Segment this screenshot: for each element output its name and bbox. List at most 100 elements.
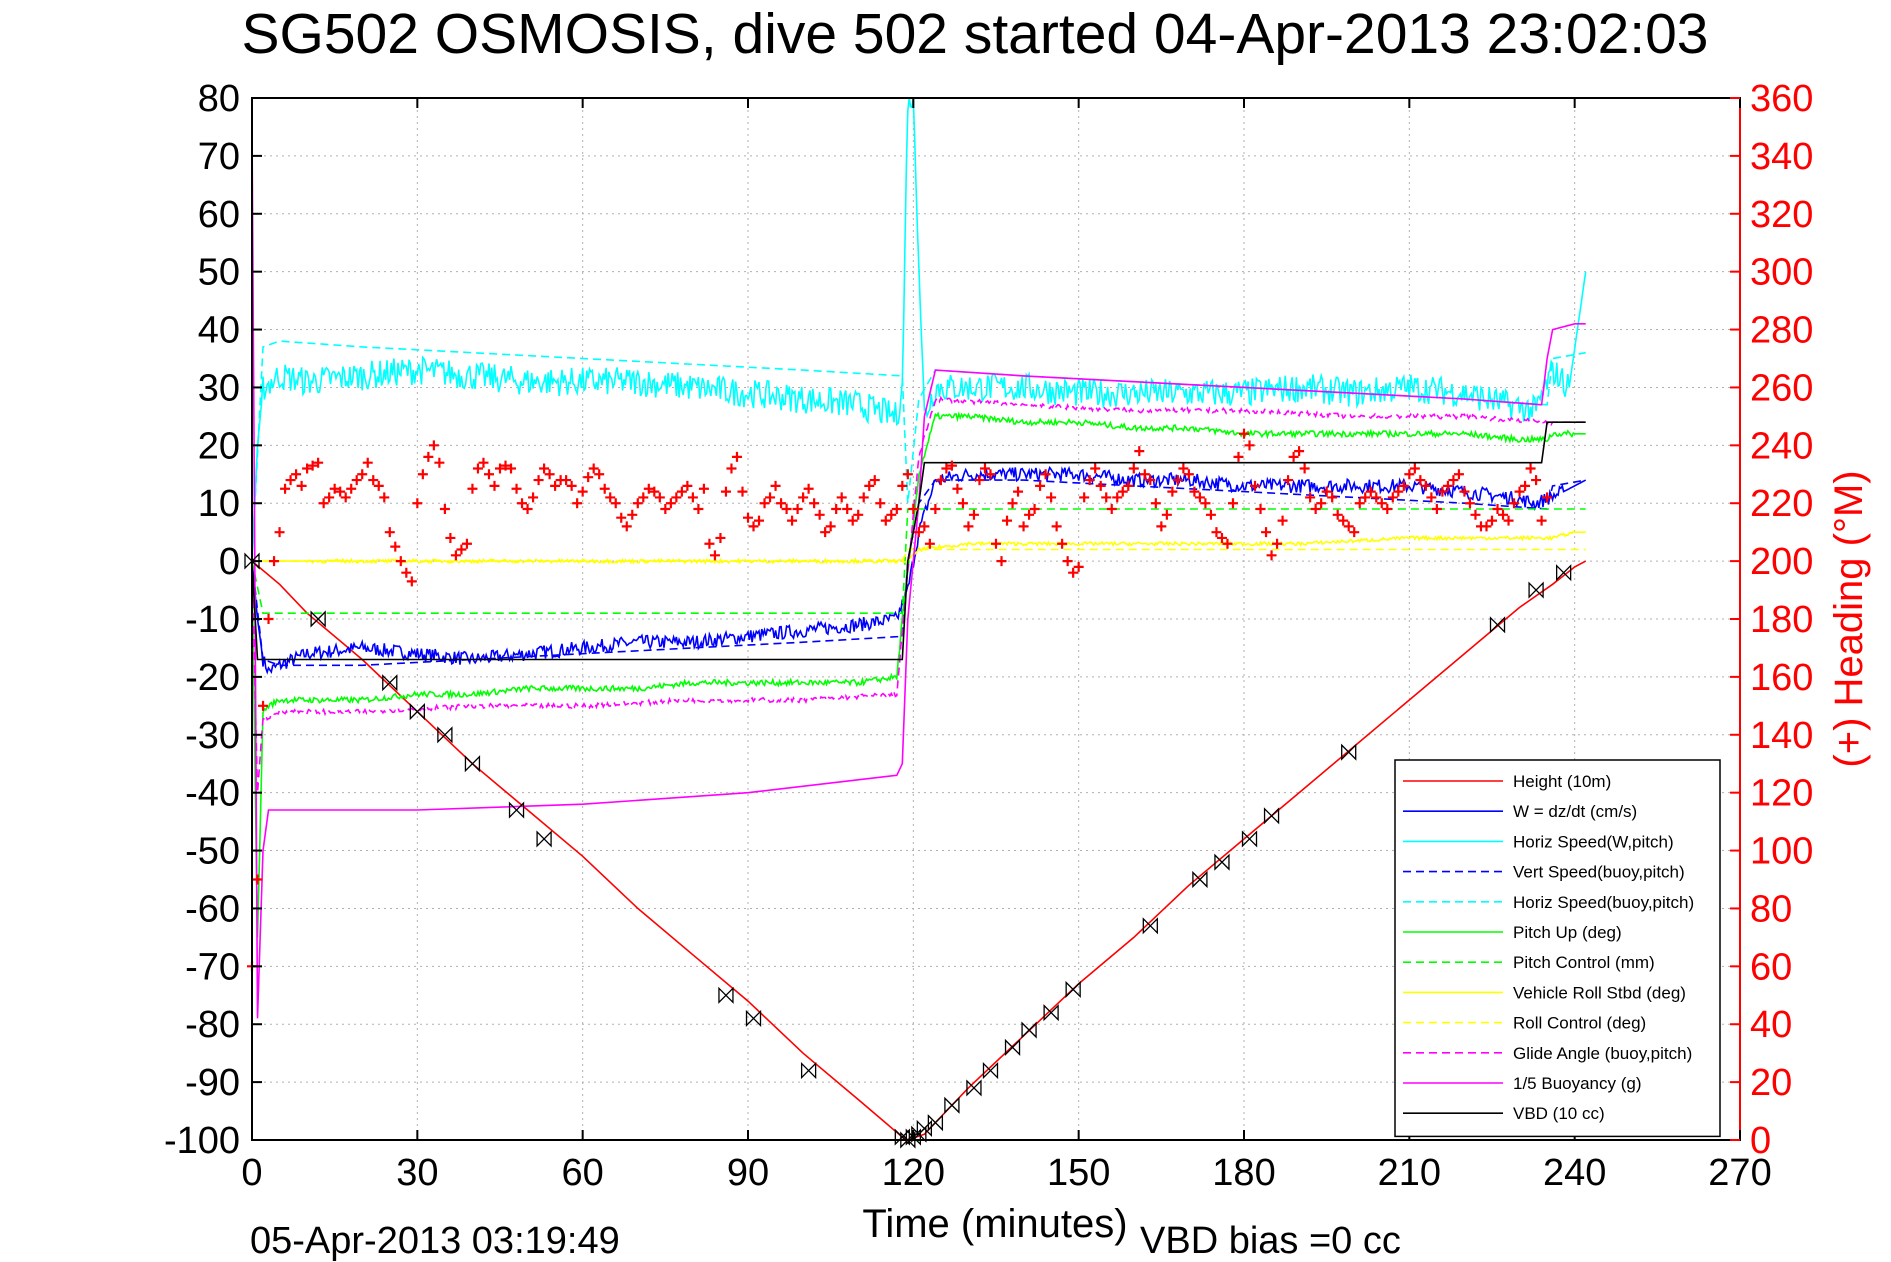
heading-point bbox=[1354, 498, 1365, 509]
x-tick-label: 180 bbox=[1212, 1152, 1275, 1194]
heading-point bbox=[450, 550, 461, 561]
heading-point bbox=[340, 492, 351, 503]
heading-point bbox=[439, 504, 450, 515]
heading-point bbox=[1503, 515, 1514, 526]
heading-point bbox=[621, 521, 632, 532]
heading-point bbox=[1542, 492, 1553, 503]
heading-point bbox=[1250, 480, 1261, 491]
x-tick-label: 120 bbox=[882, 1152, 945, 1194]
heading-point bbox=[1437, 486, 1448, 497]
heading-point bbox=[743, 512, 753, 523]
heading-point bbox=[599, 483, 610, 494]
heading-point bbox=[1183, 469, 1194, 480]
legend: Height (10m) W = dz/dt (cm/s) Horiz Speed(… bbox=[1394, 759, 1721, 1138]
heading-point bbox=[1525, 463, 1536, 474]
heading-point bbox=[351, 475, 362, 486]
heading-point bbox=[467, 483, 478, 494]
heading-point bbox=[357, 469, 368, 480]
heading-point bbox=[1261, 527, 1272, 538]
heading-layer bbox=[247, 429, 1553, 972]
heading-point bbox=[1272, 538, 1283, 549]
heading-point bbox=[957, 498, 968, 509]
y-tick-label: 30 bbox=[198, 367, 240, 409]
height-marker bbox=[1021, 1021, 1037, 1039]
heading-point bbox=[395, 556, 406, 567]
heading-point bbox=[456, 544, 467, 555]
legend-label: Vehicle Roll Stbd (deg) bbox=[1513, 983, 1686, 1002]
heading-point bbox=[1343, 521, 1354, 532]
series-line-9 bbox=[251, 395, 1586, 793]
heading-point bbox=[787, 515, 798, 526]
heading-point bbox=[335, 486, 346, 497]
height-marker bbox=[1489, 616, 1506, 634]
height-marker bbox=[982, 1061, 999, 1080]
height-marker bbox=[944, 1096, 960, 1114]
heading-point bbox=[886, 509, 897, 520]
heading-point bbox=[1194, 492, 1205, 503]
heading-point bbox=[329, 483, 340, 494]
height-marker bbox=[800, 1061, 817, 1080]
heading-point bbox=[935, 475, 946, 486]
heading-point bbox=[1487, 515, 1497, 526]
heading-point bbox=[1387, 492, 1398, 503]
heading-point bbox=[1498, 509, 1509, 520]
heading-point bbox=[765, 492, 776, 503]
height-marker bbox=[1065, 980, 1081, 999]
height-marker bbox=[464, 755, 481, 773]
heading-point bbox=[1128, 463, 1139, 474]
heading-point bbox=[1464, 498, 1475, 509]
right-axis-label: (+) Heading (°M) bbox=[1827, 470, 1871, 767]
y-tick-label: 50 bbox=[198, 252, 240, 294]
heading-point bbox=[544, 469, 555, 480]
y-tick-label: 80 bbox=[198, 78, 240, 120]
heading-point bbox=[748, 521, 759, 532]
height-marker bbox=[927, 1114, 944, 1132]
heading-point bbox=[423, 451, 434, 462]
heading-point bbox=[654, 492, 665, 503]
footer-date: 05-Apr-2013 03:19:49 bbox=[250, 1220, 620, 1262]
y-tick-label: -100 bbox=[164, 1120, 240, 1162]
height-marker bbox=[1043, 1004, 1059, 1022]
heading-point bbox=[1117, 486, 1128, 497]
heading-point bbox=[754, 515, 765, 526]
heading-point bbox=[1233, 451, 1244, 462]
y-tick-label: 0 bbox=[219, 541, 240, 583]
right-tick-label: 120 bbox=[1750, 773, 1813, 815]
heading-point bbox=[1145, 475, 1156, 486]
legend-label: Vert Speed(buoy,pitch) bbox=[1513, 863, 1685, 882]
right-tick-label: 320 bbox=[1750, 194, 1813, 236]
heading-point bbox=[252, 874, 263, 885]
heading-point bbox=[368, 475, 379, 486]
series-line-2 bbox=[251, 97, 1587, 562]
heading-point bbox=[528, 492, 539, 503]
chart-title: SG502 OSMOSIS, dive 502 started 04-Apr-2… bbox=[241, 2, 1708, 66]
legend-label: Pitch Control (mm) bbox=[1513, 953, 1655, 972]
heading-point bbox=[1090, 463, 1101, 474]
right-tick-label: 260 bbox=[1750, 367, 1813, 409]
heading-point bbox=[985, 469, 996, 480]
heading-point bbox=[1481, 521, 1492, 532]
heading-point bbox=[698, 483, 709, 494]
heading-point bbox=[483, 469, 494, 480]
heading-point bbox=[561, 475, 572, 486]
heading-point bbox=[1371, 492, 1382, 503]
heading-point bbox=[572, 498, 583, 509]
heading-point bbox=[720, 486, 731, 497]
y-tick-label: -40 bbox=[185, 773, 240, 815]
right-tick-label: 200 bbox=[1750, 541, 1813, 583]
x-tick-label: 270 bbox=[1708, 1152, 1771, 1194]
heading-point bbox=[858, 492, 869, 503]
right-tick-label: 240 bbox=[1750, 425, 1813, 467]
heading-point bbox=[1415, 475, 1426, 486]
heading-point bbox=[1216, 532, 1227, 543]
y-tick-label: 40 bbox=[198, 310, 240, 352]
heading-point bbox=[1123, 480, 1134, 491]
heading-point bbox=[588, 463, 599, 474]
marker-layer bbox=[244, 552, 1572, 1149]
heading-point bbox=[489, 480, 500, 491]
heading-point bbox=[1035, 480, 1046, 491]
x-tick-label: 150 bbox=[1047, 1152, 1110, 1194]
heading-point bbox=[285, 475, 296, 486]
heading-point bbox=[979, 463, 990, 474]
heading-point bbox=[577, 486, 588, 497]
